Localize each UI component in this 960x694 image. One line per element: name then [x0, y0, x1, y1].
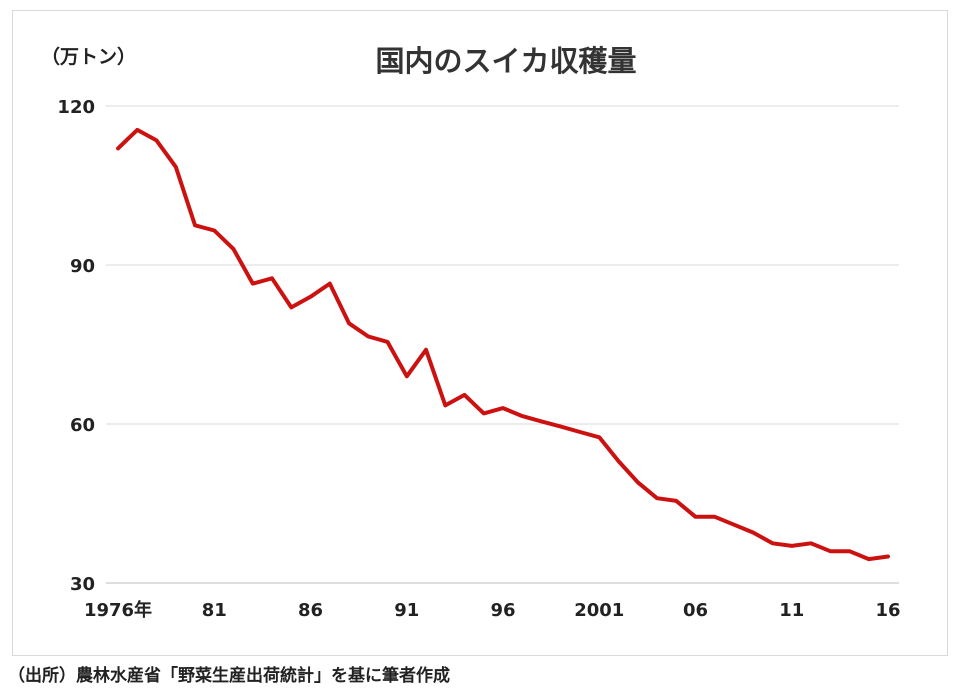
series-line [116, 127, 890, 562]
y-unit-label: （万トン） [41, 45, 136, 68]
chart-canvas: 国内のスイカ収穫量 （万トン） 120 90 60 30 1976年 81 86 91 96 2… [41, 44, 901, 621]
x-tick-label: 11 [779, 600, 804, 621]
y-tick-label: 60 [70, 415, 95, 436]
x-tick-label: 81 [202, 600, 227, 621]
x-tick-label: 86 [298, 600, 323, 621]
source-note: （出所）農林水産省「野菜生産出荷統計」を基に筆者作成 [8, 666, 450, 686]
series-group [116, 127, 890, 562]
x-tick-label: 91 [394, 600, 419, 621]
y-tick-label: 30 [70, 574, 95, 595]
x-tick-label: 16 [875, 600, 900, 621]
x-axis-ticks: 1976年 81 86 91 96 2001 06 11 16 [84, 599, 901, 621]
x-tick-label: 06 [683, 600, 708, 621]
y-tick-label: 120 [57, 97, 95, 118]
gridlines [106, 105, 899, 584]
x-tick-label: 1976年 [84, 599, 152, 621]
y-axis-ticks: 120 90 60 30 [57, 97, 95, 595]
x-tick-label: 2001 [574, 600, 624, 621]
chart-frame: 国内のスイカ収穫量 （万トン） 120 90 60 30 1976年 81 86 91 96 2… [12, 10, 948, 656]
chart-title: 国内のスイカ収穫量 [375, 44, 636, 78]
y-tick-label: 90 [70, 256, 95, 277]
x-tick-label: 96 [490, 600, 515, 621]
